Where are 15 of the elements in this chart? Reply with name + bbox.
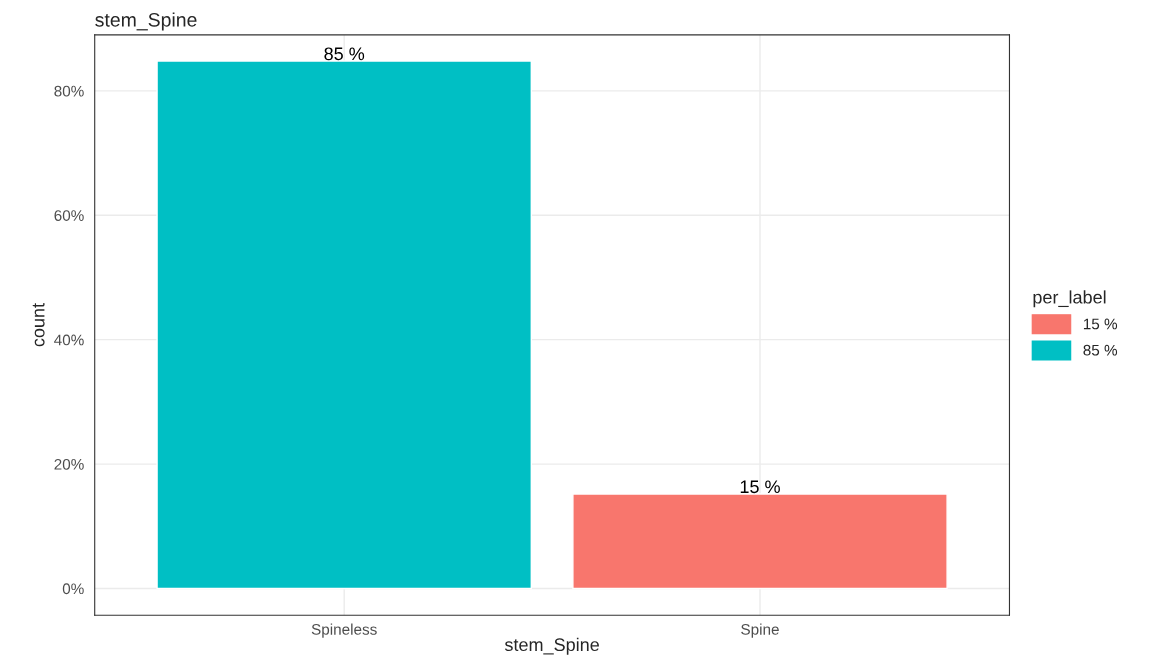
chart-title: stem_Spine: [95, 12, 197, 31]
x-tick-label: Spineless: [311, 623, 377, 638]
legend-label: 15 %: [1083, 318, 1118, 330]
x-tick-label: Spine: [741, 623, 779, 638]
x-axis-title: stem_Spine: [504, 637, 599, 655]
data-label: 15 %: [740, 480, 780, 494]
y-tick-label: 40%: [54, 334, 84, 346]
y-tick-label: 20%: [54, 458, 84, 470]
y-tick-label: 0%: [62, 583, 84, 595]
data-label: 85 %: [324, 47, 365, 61]
y-tick-label: 80%: [54, 85, 84, 97]
y-axis-title: count: [32, 303, 45, 347]
y-tick-label: 60%: [54, 210, 84, 221]
legend-title: per_label: [1033, 290, 1106, 308]
legend-label: 85 %: [1083, 344, 1118, 356]
